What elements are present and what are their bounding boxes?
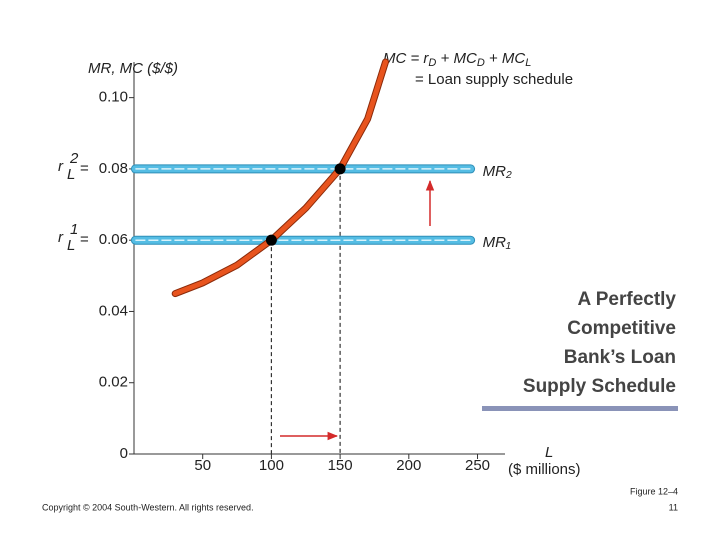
label-part: + MC bbox=[436, 50, 477, 67]
series-label: MR₁ bbox=[483, 234, 511, 251]
y-tick-label: 0.02 bbox=[99, 374, 128, 391]
title-line: A Perfectly bbox=[577, 289, 676, 310]
y-axis-label: MR, MC ($/$) bbox=[88, 60, 178, 77]
equilibrium-point bbox=[334, 163, 346, 175]
y-tick-label: 0.08 bbox=[99, 160, 128, 177]
rate-subscript: L bbox=[67, 237, 75, 254]
mc-label: MC = rD + MCD + MCL bbox=[383, 50, 531, 69]
title-underline bbox=[482, 406, 678, 411]
mc-outline bbox=[171, 58, 389, 298]
rate-symbol: r bbox=[58, 158, 64, 175]
x-axis-label: L bbox=[545, 444, 553, 461]
mc-curve bbox=[172, 59, 388, 297]
rate-subscript: L bbox=[67, 166, 75, 183]
x-axis-unit: ($ millions) bbox=[508, 461, 581, 478]
y-tick-label: 0.06 bbox=[99, 231, 128, 248]
rate-equals: = bbox=[80, 231, 89, 248]
rate-superscript: 2 bbox=[69, 150, 79, 167]
series-label: MR₂ bbox=[483, 163, 512, 180]
rate-symbol: r bbox=[58, 229, 64, 246]
y-tick-label: 0.10 bbox=[99, 89, 128, 106]
page-number: 11 bbox=[669, 502, 678, 512]
x-tick-label: 250 bbox=[465, 457, 490, 474]
mc-label-line2: = Loan supply schedule bbox=[415, 71, 573, 88]
title-line: Supply Schedule bbox=[523, 376, 676, 397]
subscript: D bbox=[477, 57, 485, 69]
equilibrium-point bbox=[265, 234, 277, 246]
y-tick-label: 0.04 bbox=[99, 302, 128, 319]
rate-superscript: 1 bbox=[70, 221, 78, 238]
x-tick-label: 100 bbox=[259, 457, 284, 474]
copyright: Copyright © 2004 South-Western. All righ… bbox=[42, 502, 254, 512]
subscript: L bbox=[525, 57, 531, 69]
subscript: D bbox=[428, 57, 436, 69]
x-tick-label: 50 bbox=[194, 457, 211, 474]
figure-number: Figure 12–4 bbox=[630, 486, 678, 496]
x-tick-label: 150 bbox=[328, 457, 353, 474]
rate-equals: = bbox=[80, 160, 89, 177]
label-part: MC = r bbox=[383, 50, 429, 67]
slide-title: A Perfectly Competitive Bank’s Loan Supp… bbox=[523, 289, 677, 397]
y-tick-label: 0 bbox=[120, 445, 128, 462]
x-tick-label: 200 bbox=[396, 457, 421, 474]
title-line: Bank’s Loan bbox=[564, 347, 676, 368]
title-line: Competitive bbox=[567, 318, 676, 339]
label-part: + MC bbox=[485, 50, 526, 67]
